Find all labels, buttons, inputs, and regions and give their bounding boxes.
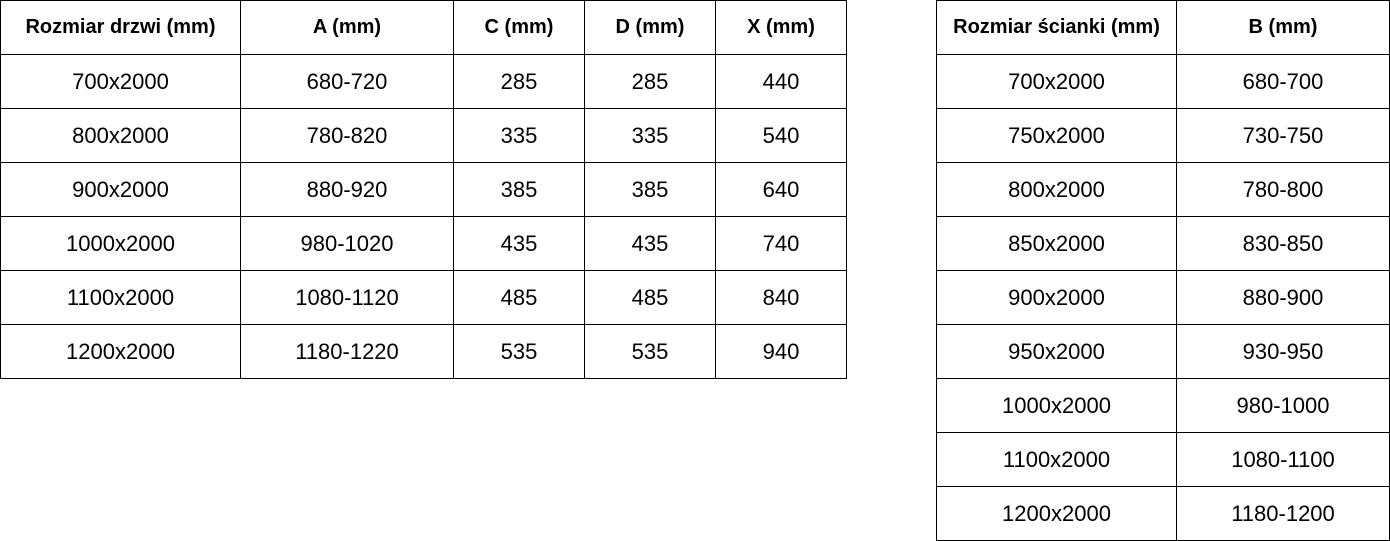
table-cell: 750x2000 <box>936 108 1177 163</box>
table-row: 1100x2000 1080-1120 485 485 840 <box>0 270 847 325</box>
table-cell: 680-720 <box>240 54 454 109</box>
column-header: X (mm) <box>715 0 847 55</box>
table-cell: 880-900 <box>1176 270 1390 325</box>
table-cell: 680-700 <box>1176 54 1390 109</box>
table-row: 700x2000 680-700 <box>936 54 1390 109</box>
door-size-table: Rozmiar drzwi (mm) A (mm) C (mm) D (mm) X (m… <box>0 0 847 379</box>
table-cell: 980-1000 <box>1176 378 1390 433</box>
table-cell: 640 <box>715 162 847 217</box>
table-row: 800x2000 780-800 <box>936 162 1390 217</box>
table-cell: 930-950 <box>1176 324 1390 379</box>
table-cell: 730-750 <box>1176 108 1390 163</box>
table-row: 1000x2000 980-1000 <box>936 378 1390 433</box>
table-cell: 1080-1120 <box>240 270 454 325</box>
column-header: C (mm) <box>453 0 585 55</box>
table-cell: 1080-1100 <box>1176 432 1390 487</box>
column-header: D (mm) <box>584 0 716 55</box>
table-row: 1200x2000 1180-1200 <box>936 486 1390 541</box>
table-cell: 700x2000 <box>0 54 241 109</box>
table-cell: 485 <box>584 270 716 325</box>
table-cell: 435 <box>584 216 716 271</box>
table-cell: 285 <box>584 54 716 109</box>
table-cell: 440 <box>715 54 847 109</box>
table-cell: 780-820 <box>240 108 454 163</box>
table-cell: 285 <box>453 54 585 109</box>
table-cell: 435 <box>453 216 585 271</box>
table-row: 900x2000 880-920 385 385 640 <box>0 162 847 217</box>
table-cell: 540 <box>715 108 847 163</box>
table-cell: 830-850 <box>1176 216 1390 271</box>
table-cell: 840 <box>715 270 847 325</box>
table-row: 950x2000 930-950 <box>936 324 1390 379</box>
table-cell: 700x2000 <box>936 54 1177 109</box>
table-cell: 535 <box>584 324 716 379</box>
table-cell: 980-1020 <box>240 216 454 271</box>
table-row: 1000x2000 980-1020 435 435 740 <box>0 216 847 271</box>
header-row: Rozmiar drzwi (mm) A (mm) C (mm) D (mm) X (m… <box>0 0 847 55</box>
wall-size-table: Rozmiar ścianki (mm) B (mm) 700x2000 680-7… <box>936 0 1390 541</box>
column-header: Rozmiar drzwi (mm) <box>0 0 241 55</box>
table-row: 800x2000 780-820 335 335 540 <box>0 108 847 163</box>
table-row: 1100x2000 1080-1100 <box>936 432 1390 487</box>
column-header: A (mm) <box>240 0 454 55</box>
table-cell: 1000x2000 <box>0 216 241 271</box>
table-cell: 385 <box>584 162 716 217</box>
column-header: B (mm) <box>1176 0 1390 55</box>
table-cell: 850x2000 <box>936 216 1177 271</box>
table-cell: 335 <box>453 108 585 163</box>
table-cell: 385 <box>453 162 585 217</box>
table-cell: 900x2000 <box>936 270 1177 325</box>
table-cell: 950x2000 <box>936 324 1177 379</box>
table-cell: 1100x2000 <box>936 432 1177 487</box>
table-cell: 800x2000 <box>936 162 1177 217</box>
header-row: Rozmiar ścianki (mm) B (mm) <box>936 0 1390 55</box>
table-row: 750x2000 730-750 <box>936 108 1390 163</box>
table-row: 700x2000 680-720 285 285 440 <box>0 54 847 109</box>
table-row: 900x2000 880-900 <box>936 270 1390 325</box>
table-cell: 485 <box>453 270 585 325</box>
table-cell: 800x2000 <box>0 108 241 163</box>
table-row: 1200x2000 1180-1220 535 535 940 <box>0 324 847 379</box>
table-cell: 1180-1200 <box>1176 486 1390 541</box>
table-cell: 1000x2000 <box>936 378 1177 433</box>
table-row: 850x2000 830-850 <box>936 216 1390 271</box>
table-cell: 900x2000 <box>0 162 241 217</box>
table-cell: 880-920 <box>240 162 454 217</box>
table-cell: 1100x2000 <box>0 270 241 325</box>
column-header: Rozmiar ścianki (mm) <box>936 0 1177 55</box>
table-cell: 335 <box>584 108 716 163</box>
table-cell: 780-800 <box>1176 162 1390 217</box>
table-cell: 535 <box>453 324 585 379</box>
table-cell: 1200x2000 <box>936 486 1177 541</box>
table-cell: 1200x2000 <box>0 324 241 379</box>
table-cell: 740 <box>715 216 847 271</box>
table-cell: 1180-1220 <box>240 324 454 379</box>
table-cell: 940 <box>715 324 847 379</box>
